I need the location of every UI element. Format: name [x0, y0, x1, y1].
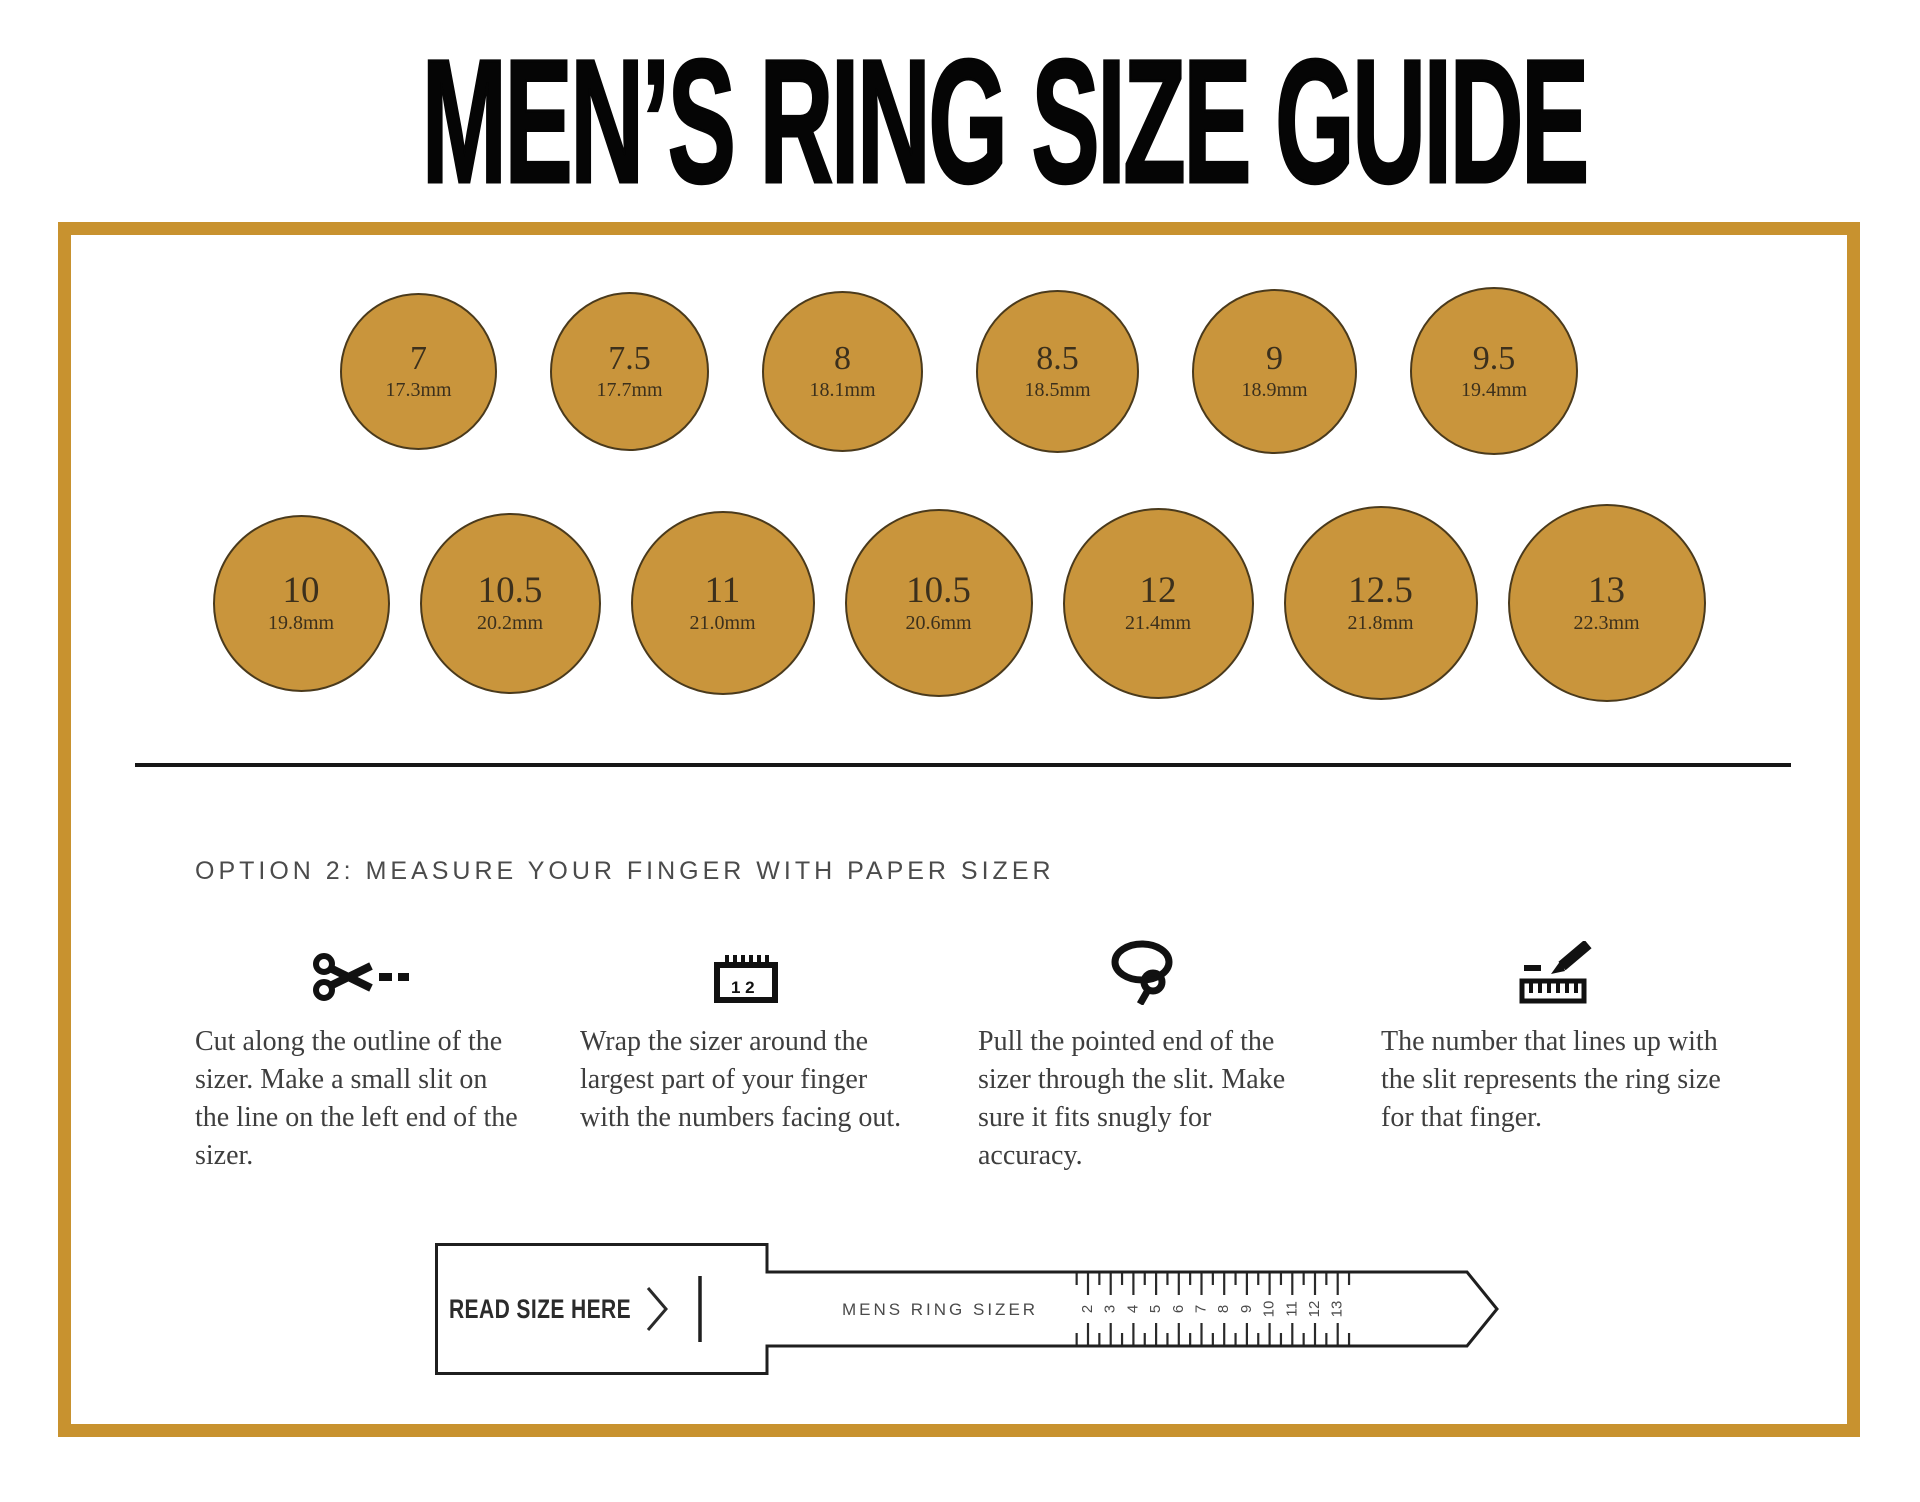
mens-ring-sizer-label: MENS RING SIZER	[842, 1300, 1038, 1319]
step-pull: Pull the pointed end of the sizer throug…	[978, 935, 1310, 1175]
ring-size-diameter: 18.1mm	[809, 378, 876, 401]
read-size-here-label: READ SIZE HERE	[449, 1295, 631, 1325]
ring-size-number: 13	[1588, 569, 1625, 611]
gold-frame: 7 17.3mm 7.5 17.7mm 8 18.1mm 8.5 18.5mm …	[58, 222, 1860, 1437]
sizer-scale-number: 2	[1079, 1305, 1096, 1313]
ring-size-circle-13: 13 22.3mm	[1507, 504, 1706, 702]
ring-size-number: 8.5	[1036, 340, 1079, 378]
ring-size-diameter: 21.0mm	[689, 612, 756, 635]
ring-size-circle-7: 7 17.3mm	[340, 292, 497, 450]
ring-size-diameter: 20.6mm	[905, 612, 972, 635]
ring-size-number: 10.5	[477, 569, 543, 611]
ring-size-number: 10.5	[906, 569, 971, 611]
ring-size-number: 12.5	[1348, 569, 1413, 611]
ring-size-diameter: 17.3mm	[385, 378, 452, 401]
sizer-scale-number: 8	[1215, 1305, 1232, 1313]
sizer-scale: 2 3 4 5 6 7 8 9 10 11 12 13	[1075, 1273, 1351, 1345]
ring-size-circle-8: 8 18.1mm	[762, 290, 923, 452]
step-text: The number that lines up with the slit r…	[1381, 1026, 1721, 1133]
chevron-right-icon	[646, 1287, 668, 1331]
page-title-text: MEN’S RING SIZE GUIDE	[421, 24, 1590, 220]
ring-size-number: 12	[1139, 569, 1177, 611]
sizer-scale-number: 4	[1124, 1305, 1141, 1313]
step-read: The number that lines up with the slit r…	[1381, 935, 1729, 1137]
ring-size-diameter: 20.2mm	[476, 612, 544, 635]
ring-size-number: 8	[834, 340, 851, 378]
ring-size-circle-12: 12 21.4mm	[1062, 507, 1254, 699]
step-text: Pull the pointed end of the sizer throug…	[978, 1026, 1286, 1171]
ring-size-number: 11	[704, 569, 741, 611]
ring-size-diameter: 18.5mm	[1024, 378, 1091, 401]
ring-size-circle-10-5: 10.5 20.2mm	[419, 512, 601, 694]
ring-size-diameter: 21.4mm	[1124, 612, 1192, 635]
ring-size-diameter: 18.9mm	[1241, 378, 1308, 401]
ring-size-row-1: 7 17.3mm 7.5 17.7mm 8 18.1mm 8.5 18.5mm …	[71, 287, 1847, 455]
ring-size-diameter: 22.3mm	[1573, 612, 1640, 635]
step-text: Cut along the outline of the sizer. Make…	[195, 1026, 518, 1171]
ring-size-circle-10: 10 19.8mm	[212, 514, 390, 692]
ring-size-number: 9	[1266, 340, 1283, 378]
ring-size-circle-9-5: 9.5 19.4mm	[1410, 287, 1578, 455]
ring-size-circle-11-5: 10.5 20.6mm	[844, 509, 1033, 697]
ring-size-number: 10	[282, 569, 320, 611]
guide-content: 7 17.3mm 7.5 17.7mm 8 18.1mm 8.5 18.5mm …	[71, 235, 1847, 1424]
page-title: MEN’S RING SIZE GUIDE	[0, 24, 1920, 220]
step-text: Wrap the sizer around the largest part o…	[580, 1026, 902, 1133]
sizer-scale-number: 12	[1306, 1301, 1323, 1318]
sizer-scale-number: 9	[1238, 1305, 1255, 1313]
ring-size-diameter: 19.8mm	[267, 612, 335, 635]
sizer-scale-number: 11	[1283, 1301, 1300, 1317]
ring-size-circle-8-5: 8.5 18.5mm	[976, 289, 1139, 453]
loop-icon	[978, 935, 1310, 1005]
ring-size-row-2: 10 19.8mm 10.5 20.2mm 11 21.0mm 10.5 20.…	[71, 503, 1847, 703]
step-wrap: 1 2 Wrap the sizer around the largest pa…	[580, 935, 912, 1137]
ruler-icon: 1 2	[580, 935, 912, 1005]
ring-size-diameter: 21.8mm	[1347, 612, 1414, 635]
ring-size-circle-9: 9 18.9mm	[1192, 288, 1357, 454]
sizer-scale-number: 7	[1192, 1305, 1209, 1313]
option2-heading: OPTION 2: MEASURE YOUR FINGER WITH PAPER…	[195, 857, 1055, 885]
ring-size-number: 9.5	[1472, 340, 1516, 378]
sizer-scale-number: 6	[1170, 1305, 1187, 1313]
sizer-scale-number: 10	[1261, 1301, 1278, 1318]
marker-ruler-icon	[1381, 935, 1729, 1005]
ring-size-circle-11: 11 21.0mm	[630, 511, 815, 695]
svg-text:1 2: 1 2	[731, 978, 755, 997]
section-divider	[135, 763, 1791, 767]
ring-size-diameter: 17.7mm	[596, 378, 663, 401]
ring-size-number: 7.5	[608, 340, 651, 378]
sizer-scale-number: 13	[1329, 1301, 1346, 1318]
ring-size-circle-7-5: 7.5 17.7mm	[550, 291, 709, 451]
scissors-icon	[195, 935, 527, 1005]
ring-size-number: 7	[410, 340, 427, 378]
step-cut: Cut along the outline of the sizer. Make…	[195, 935, 527, 1175]
sizer-scale-number: 3	[1102, 1305, 1119, 1313]
ring-size-circle-12-5: 12.5 21.8mm	[1283, 506, 1478, 700]
sizer-scale-number: 5	[1147, 1305, 1164, 1313]
ring-size-diameter: 19.4mm	[1460, 378, 1528, 401]
